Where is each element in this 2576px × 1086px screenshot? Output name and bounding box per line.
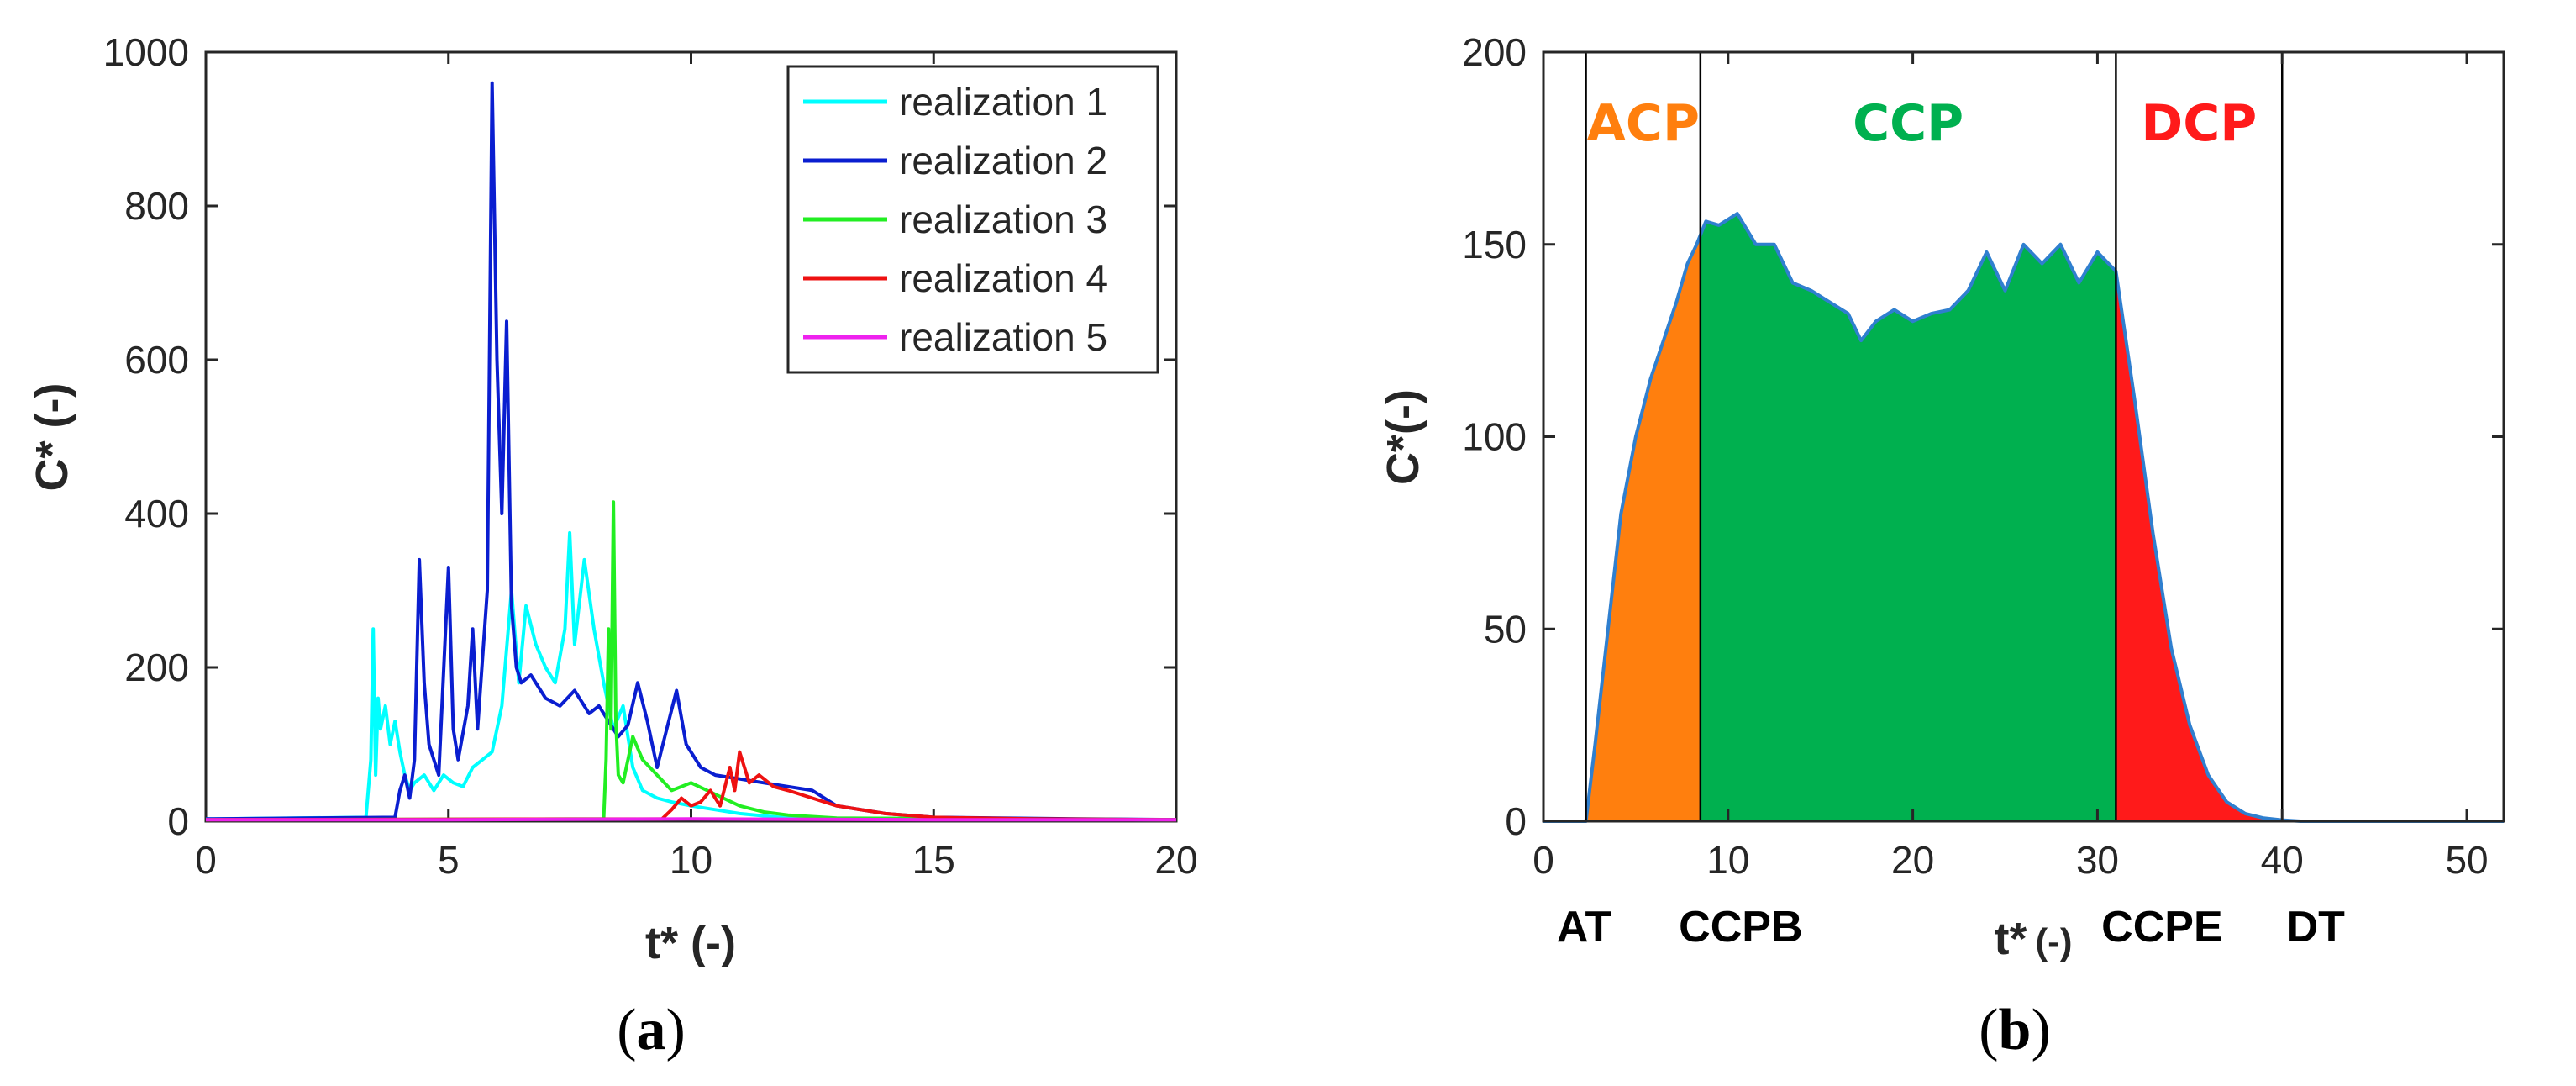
panel-a-x-tick-label: 20 bbox=[1154, 838, 1197, 882]
phase-area-dcp bbox=[2116, 271, 2283, 821]
panel-b-ticks: 0 10 20 30 40 50 0 50 100 150 200 bbox=[1462, 30, 2504, 882]
panel-a-caption: (a) bbox=[617, 998, 686, 1062]
panel-b-x-tick-label: 20 bbox=[1891, 838, 1934, 882]
legend-entry-realization-5: realization 5 bbox=[899, 315, 1107, 359]
series-line-realization-1 bbox=[205, 530, 1177, 822]
panel-a-y-tick-label: 600 bbox=[124, 338, 189, 382]
phase-label-ccp: CCP bbox=[1853, 94, 1964, 153]
phase-area-ccp bbox=[1700, 214, 2116, 822]
panel-b-phase-boundaries bbox=[1585, 52, 2284, 821]
panel-a-legend: realization 1 realization 2 realization 3 r… bbox=[786, 65, 1159, 374]
panel-a-y-tick-label: 1000 bbox=[103, 30, 189, 74]
panel-b-y-tick-label: 150 bbox=[1462, 223, 1527, 266]
panel-b-x-tick-label: 40 bbox=[2261, 838, 2304, 882]
panel-b-x-axis-symbol: t* bbox=[1995, 914, 2027, 964]
panel-b-x-tick-label: 10 bbox=[1706, 838, 1749, 882]
panel-b-curve bbox=[1543, 212, 2504, 823]
legend-entry-realization-4: realization 4 bbox=[899, 256, 1107, 300]
panel-a-y-tick-label: 400 bbox=[124, 492, 189, 535]
panel-b-y-tick-label: 0 bbox=[1505, 799, 1527, 843]
legend-entry-realization-2: realization 2 bbox=[899, 139, 1107, 182]
panel-b-y-tick-label: 100 bbox=[1462, 415, 1527, 459]
marker-label-ccpb: CCPB bbox=[1679, 903, 1802, 952]
phase-label-dcp: DCP bbox=[2141, 94, 2257, 153]
panel-a-series bbox=[205, 81, 1177, 822]
panel-a-x-tick-label: 15 bbox=[912, 838, 955, 882]
marker-label-ccpe: CCPE bbox=[2101, 903, 2222, 952]
panel-a-x-tick-label: 0 bbox=[195, 838, 217, 882]
panel-a-y-tick-label: 0 bbox=[167, 799, 189, 843]
panel-b-y-axis-label: C*(-) bbox=[1378, 389, 1428, 485]
panel-b-phase-fills bbox=[1585, 214, 2283, 822]
marker-label-at: AT bbox=[1557, 903, 1612, 952]
panel-a-x-tick-label: 5 bbox=[438, 838, 460, 882]
panel-a-y-tick-label: 200 bbox=[124, 646, 189, 689]
chart-panel-b: 0 10 20 30 40 50 0 50 100 150 200 ACP CCP DCP AT CCPB… bbox=[1378, 30, 2505, 964]
panel-b-marker-labels: AT CCPB CCPE DT bbox=[1557, 903, 2345, 952]
panel-b-caption: (b) bbox=[1979, 998, 2051, 1062]
legend-entry-realization-1: realization 1 bbox=[899, 80, 1107, 124]
panel-b-x-tick-label: 0 bbox=[1532, 838, 1554, 882]
series-line-realization-5 bbox=[206, 817, 1176, 822]
panel-b-x-tick-label: 50 bbox=[2445, 838, 2488, 882]
phase-label-acp: ACP bbox=[1586, 94, 1699, 153]
panel-b-x-axis-label: t* (-) bbox=[1995, 914, 2073, 964]
series-line-realization-3 bbox=[205, 500, 1177, 822]
marker-label-dt: DT bbox=[2287, 903, 2346, 952]
panel-a-y-tick-label: 800 bbox=[124, 184, 189, 228]
phase-area-acp bbox=[1585, 235, 1701, 821]
panel-b-y-tick-label: 200 bbox=[1462, 30, 1527, 74]
panel-a-x-tick-label: 10 bbox=[670, 838, 712, 882]
legend-entry-realization-3: realization 3 bbox=[899, 198, 1107, 241]
panel-a-y-axis-label: C* (-) bbox=[27, 383, 77, 492]
panel-b-phase-labels: ACP CCP DCP bbox=[1586, 94, 2257, 153]
panel-b-y-tick-label: 50 bbox=[1484, 607, 1527, 651]
series-line-realization-4 bbox=[205, 750, 1177, 822]
panel-b-caption-letter: b bbox=[1999, 998, 2032, 1062]
panel-b-x-tick-label: 30 bbox=[2076, 838, 2119, 882]
concentration-curve bbox=[1543, 212, 2504, 823]
panel-b-x-axis-unit: (-) bbox=[2036, 921, 2073, 962]
panel-a-x-axis-label: t* (-) bbox=[645, 918, 736, 968]
panel-a-caption-letter: a bbox=[637, 998, 666, 1062]
